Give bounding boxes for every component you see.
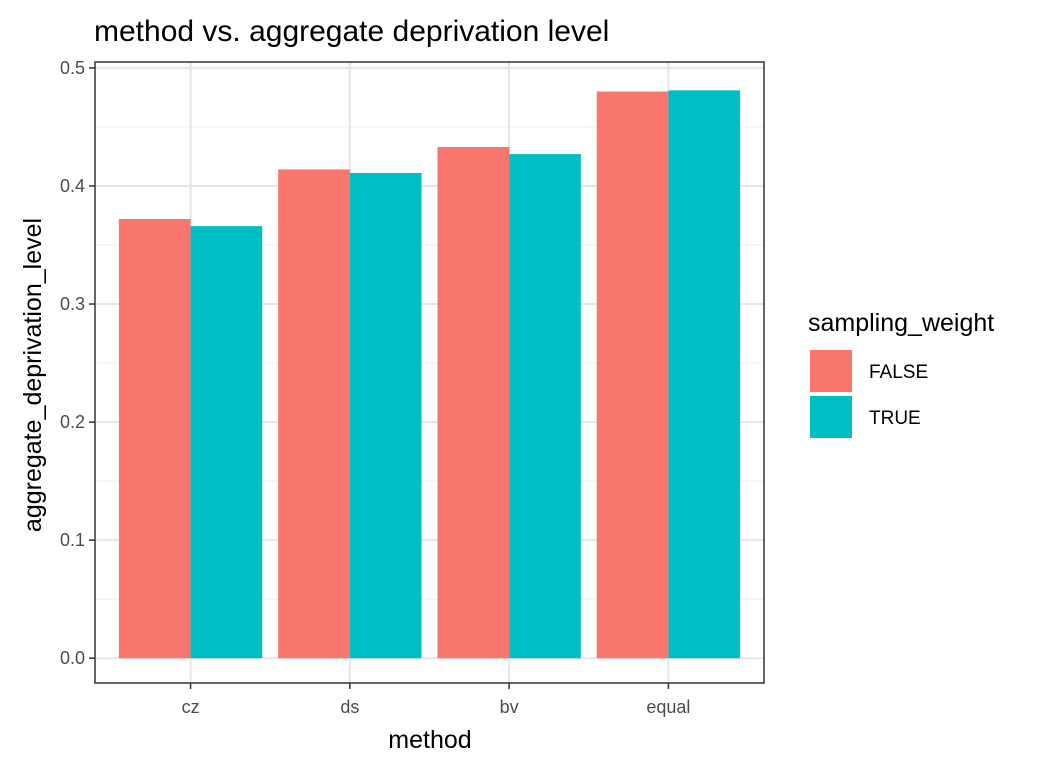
bar-bv-true <box>509 154 581 659</box>
bar-ds-true <box>349 172 422 659</box>
y-tick-label: 0.3 <box>60 294 85 314</box>
x-axis: cz ds bv equal <box>182 683 690 717</box>
legend-title: sampling_weight <box>808 309 994 337</box>
legend-key-false <box>810 350 852 392</box>
bar-cz-true <box>190 226 263 659</box>
y-axis-title: aggregate_deprivation_level <box>19 218 47 532</box>
x-tick-label: equal <box>646 697 690 717</box>
y-tick-label: 0.5 <box>60 58 85 78</box>
legend-key-true <box>810 396 852 438</box>
bar-equal-false <box>596 91 669 659</box>
chart-title: method vs. aggregate deprivation level <box>94 15 609 48</box>
x-tick-label: cz <box>182 697 200 717</box>
x-tick-label: ds <box>340 697 359 717</box>
y-axis: 0.0 0.1 0.2 0.3 0.4 0.5 <box>60 58 95 668</box>
y-tick-label: 0.0 <box>60 648 85 668</box>
bar-cz-false <box>118 219 191 659</box>
x-axis-title: method <box>388 726 471 754</box>
y-tick-label: 0.4 <box>60 176 85 196</box>
legend: sampling_weight FALSE TRUE <box>808 309 994 438</box>
bar-equal-true <box>668 90 741 659</box>
panel-border <box>94 61 765 684</box>
x-tick-label: bv <box>500 697 519 717</box>
plot-panel <box>94 61 765 684</box>
y-tick-label: 0.1 <box>60 530 85 550</box>
legend-label-true: TRUE <box>869 408 921 429</box>
bar-ds-false <box>278 169 350 659</box>
legend-label-false: FALSE <box>869 362 928 383</box>
bar-bv-false <box>437 147 510 659</box>
y-tick-label: 0.2 <box>60 412 85 432</box>
